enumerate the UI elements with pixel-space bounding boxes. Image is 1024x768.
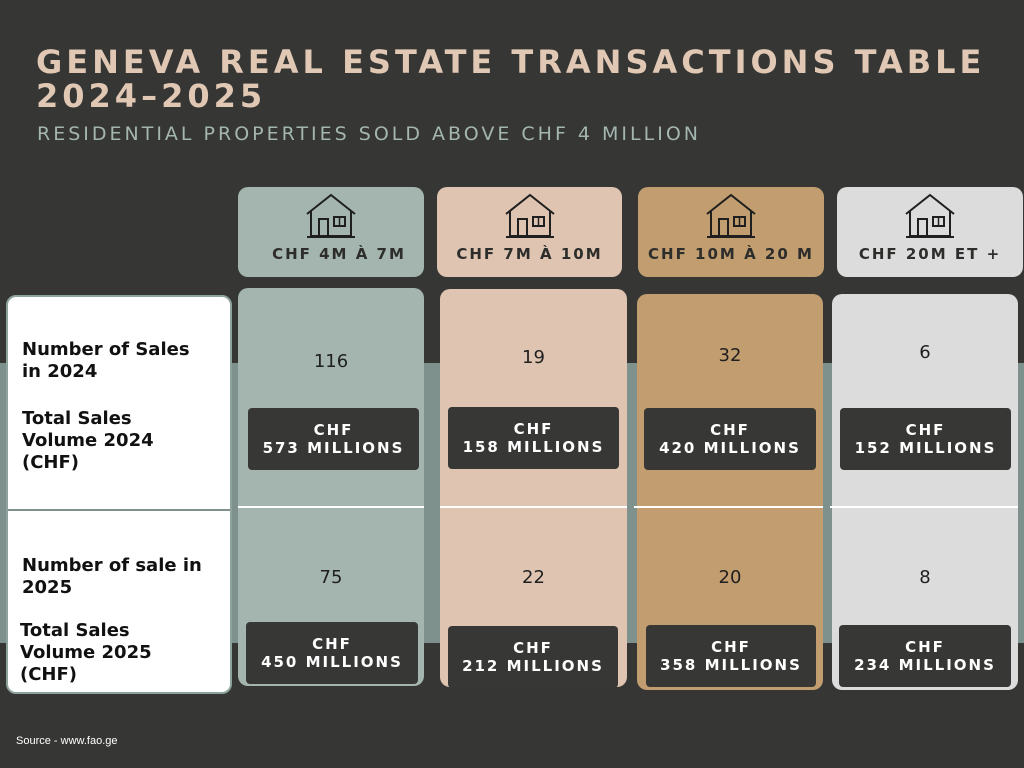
volume-amount: 450 MILLIONS <box>261 653 403 671</box>
row-divider <box>440 506 627 508</box>
volume-currency: CHF <box>513 639 553 657</box>
sales-2024-value: 116 <box>313 351 349 372</box>
volume-amount: 158 MILLIONS <box>462 438 605 456</box>
row-divider <box>8 509 230 511</box>
header-card-20m-plus: CHF 20M ET + <box>837 187 1023 277</box>
volume-2025-box: CHF 234 MILLIONS <box>839 625 1011 687</box>
sales-2025-value: 75 <box>319 567 343 588</box>
row-labels-panel: Number of Sales in 2024 Total Sales Volu… <box>6 295 232 694</box>
header-label: CHF 10M À 20 M <box>648 245 814 263</box>
column-10m-20m: 32 CHF 420 MILLIONS 20 CHF 358 MILLIONS <box>637 294 823 690</box>
volume-amount: 152 MILLIONS <box>854 439 997 457</box>
volume-currency: CHF <box>313 421 354 439</box>
column-20m-plus: 6 CHF 152 MILLIONS 8 CHF 234 MILLIONS <box>832 294 1018 690</box>
volume-currency: CHF <box>710 421 750 439</box>
volume-amount: 212 MILLIONS <box>462 657 604 675</box>
volume-2024-box: CHF 152 MILLIONS <box>840 408 1011 470</box>
source-note: Source - www.fao.ge <box>16 735 118 747</box>
row-divider <box>634 506 823 508</box>
house-icon <box>905 193 955 238</box>
house-icon <box>306 193 356 238</box>
sales-2025-value: 20 <box>718 567 742 588</box>
label-volume-2025: Total Sales Volume 2025 (CHF) <box>20 620 152 685</box>
header-card-4m-7m: CHF 4M À 7M <box>238 187 424 277</box>
sales-2024-value: 32 <box>718 345 742 366</box>
volume-currency: CHF <box>312 635 352 653</box>
house-icon <box>706 193 756 238</box>
column-4m-7m: 116 CHF 573 MILLIONS 75 CHF 450 MILLIONS <box>238 288 424 686</box>
volume-currency: CHF <box>905 421 946 439</box>
header-label: CHF 7M À 10M <box>456 245 603 263</box>
volume-amount: 358 MILLIONS <box>660 656 802 674</box>
volume-currency: CHF <box>905 638 945 656</box>
house-icon <box>504 193 555 238</box>
header-label: CHF 20M ET + <box>858 245 1002 263</box>
volume-2024-box: CHF 420 MILLIONS <box>644 408 816 470</box>
label-volume-2024: Total Sales Volume 2024 (CHF) <box>22 408 154 473</box>
header-card-7m-10m: CHF 7M À 10M <box>437 187 622 277</box>
label-sales-2024: Number of Sales in 2024 <box>22 339 190 382</box>
sales-2025-value: 22 <box>522 567 545 588</box>
page-subtitle: RESIDENTIAL PROPERTIES SOLD ABOVE CHF 4 … <box>37 123 701 145</box>
column-7m-10m: 19 CHF 158 MILLIONS 22 CHF 212 MILLIONS <box>440 289 627 688</box>
volume-currency: CHF <box>711 638 751 656</box>
sales-2024-value: 6 <box>919 342 931 363</box>
header-label: CHF 4M À 7M <box>272 245 406 263</box>
volume-2025-box: CHF 450 MILLIONS <box>246 622 418 684</box>
label-sales-2025: Number of sale in 2025 <box>22 555 202 598</box>
volume-2025-box: CHF 358 MILLIONS <box>646 625 816 687</box>
volume-amount: 234 MILLIONS <box>854 656 996 674</box>
page-title: GENEVA REAL ESTATE TRANSACTIONS TABLE 20… <box>36 43 986 115</box>
volume-2024-box: CHF 573 MILLIONS <box>248 408 419 470</box>
sales-2025-value: 8 <box>919 567 931 588</box>
volume-amount: 573 MILLIONS <box>262 439 405 457</box>
header-card-10m-20m: CHF 10M À 20 M <box>638 187 824 277</box>
row-divider <box>238 506 424 508</box>
volume-2024-box: CHF 158 MILLIONS <box>448 407 619 469</box>
volume-2025-box: CHF 212 MILLIONS <box>448 626 618 688</box>
sales-2024-value: 19 <box>522 347 545 368</box>
volume-currency: CHF <box>513 420 554 438</box>
volume-amount: 420 MILLIONS <box>659 439 801 457</box>
row-divider <box>830 506 1018 508</box>
